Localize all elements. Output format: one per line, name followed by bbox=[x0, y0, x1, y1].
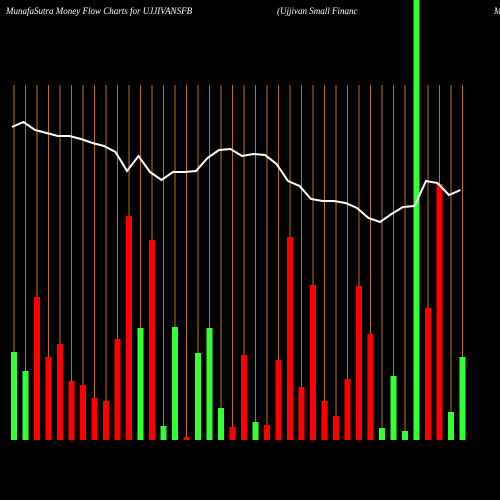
bar bbox=[172, 327, 178, 440]
bar bbox=[390, 376, 397, 440]
chart-title: MunafaSutra Money Flow Charts for UJJIVA… bbox=[5, 6, 193, 16]
bar bbox=[34, 297, 40, 440]
bar bbox=[264, 425, 270, 440]
bar bbox=[183, 437, 190, 440]
bar bbox=[11, 352, 17, 440]
bar bbox=[80, 385, 86, 440]
bar bbox=[275, 360, 282, 440]
bar bbox=[218, 408, 224, 440]
bar bbox=[137, 328, 144, 440]
bar bbox=[206, 328, 213, 440]
bar bbox=[459, 357, 466, 440]
bar bbox=[448, 412, 454, 440]
chart-subtitle: (Ujjivan Small Financ bbox=[277, 6, 358, 16]
bar bbox=[298, 387, 305, 440]
bar bbox=[241, 355, 247, 440]
bar bbox=[114, 339, 121, 440]
bar bbox=[57, 344, 63, 440]
bar bbox=[195, 353, 201, 440]
bar bbox=[367, 334, 374, 440]
bar bbox=[22, 371, 29, 440]
bar bbox=[425, 308, 431, 440]
bar bbox=[436, 184, 443, 440]
bar bbox=[379, 428, 385, 440]
bar bbox=[229, 427, 236, 440]
bar bbox=[126, 216, 132, 440]
bar bbox=[252, 422, 259, 440]
bar bbox=[91, 398, 98, 440]
bar bbox=[149, 240, 155, 440]
bar bbox=[402, 431, 408, 440]
corner-text: M bbox=[493, 6, 500, 16]
bar bbox=[333, 416, 339, 440]
bar bbox=[356, 286, 362, 440]
bar bbox=[103, 401, 109, 440]
bar bbox=[160, 426, 167, 440]
bars bbox=[11, 0, 466, 440]
line-layer bbox=[11, 120, 461, 224]
money-flow-line bbox=[11, 120, 461, 224]
bar bbox=[344, 379, 351, 440]
bar bbox=[287, 237, 293, 440]
bar bbox=[68, 381, 75, 440]
bar bbox=[310, 285, 316, 440]
bar bbox=[321, 401, 328, 440]
bar bbox=[413, 0, 420, 440]
bar bbox=[45, 357, 52, 440]
